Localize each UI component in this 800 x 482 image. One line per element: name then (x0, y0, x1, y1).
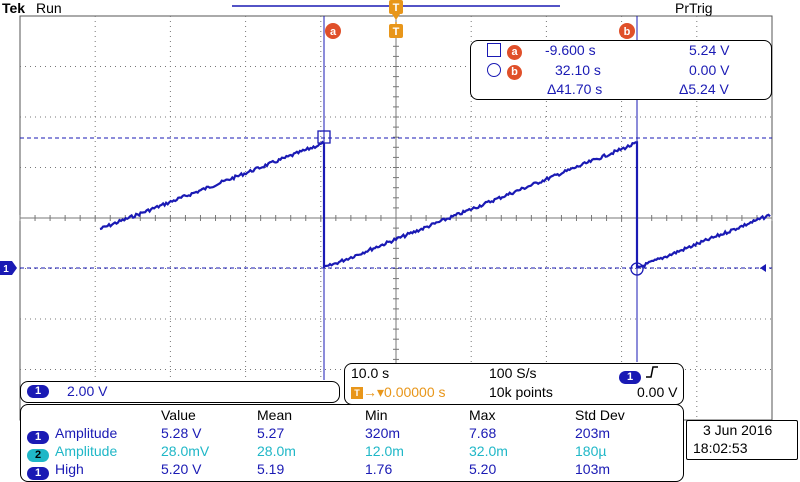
row2-mean: 28.0m (257, 443, 296, 459)
top-status-bar: Tek Run PrTrig (0, 0, 800, 16)
cursor-a-time: -9.600 s (545, 42, 596, 58)
ch1-volts-per-div: 2.00 V (67, 383, 108, 399)
row3-std: 103m (575, 461, 611, 477)
ch1-sawtooth-trace (99, 140, 771, 268)
cursor-a-square-icon (487, 43, 501, 60)
cursor-a-value: 5.24 V (689, 42, 730, 58)
acquisition-state: Run (36, 0, 62, 16)
trigger-pos-icon: T (351, 387, 363, 400)
ch1-scale-readout[interactable]: 1 2.00 V (20, 381, 340, 403)
time: 18:02:53 (693, 440, 748, 456)
trigger-source-badge: 1 (619, 367, 641, 384)
cursor-b-time: 32.10 s (555, 62, 601, 78)
trigger-position-readout: T →▾0.00000 s (351, 384, 446, 401)
trigger-marker-icon[interactable] (389, 24, 403, 38)
cursor-b-badge-icon: b (507, 62, 522, 80)
cursor-a-marker-label: a (330, 26, 337, 38)
row2-max: 32.0m (469, 443, 508, 459)
cursor-b-value: 0.00 V (689, 62, 730, 78)
trigger-level: 0.00 V (637, 384, 678, 400)
ch1-badge: 1 (27, 385, 49, 398)
timebase-trigger-panel[interactable]: 10.0 s 100 S/s 1 T →▾0.00000 s 10k points… (344, 363, 684, 405)
row3-min: 1.76 (365, 461, 393, 477)
row2-value: 28.0mV (161, 443, 210, 459)
row3-mean: 5.19 (257, 461, 285, 477)
ch1-ground-marker-icon[interactable] (0, 261, 17, 275)
rising-edge-icon (645, 364, 659, 383)
cursor-b-marker-icon[interactable] (619, 23, 635, 39)
date: 3 Jun 2016 (703, 422, 773, 438)
row1-name: Amplitude (55, 425, 118, 441)
row1-mean: 5.27 (257, 425, 285, 441)
header-min: Min (365, 407, 388, 423)
row3-name: High (55, 461, 84, 477)
horizontal-scale: 10.0 s (351, 365, 390, 381)
row1-max: 7.68 (469, 425, 497, 441)
header-std-dev: Std Dev (575, 407, 625, 423)
datetime-panel: 3 Jun 2016 18:02:53 (686, 420, 798, 460)
cursor-b-circle-icon (487, 63, 501, 80)
row1-ch-badge: 1 (27, 427, 49, 444)
graticule-grid (19, 15, 773, 421)
cursor-a-square-marker (317, 130, 331, 144)
row3-value: 5.20 V (161, 461, 202, 477)
cursor-a-badge-icon: a (507, 42, 522, 60)
cursor-delta-value: Δ5.24 V (679, 81, 729, 97)
cursor-delta-time: Δ41.70 s (547, 81, 603, 97)
row1-std: 203m (575, 425, 611, 441)
trigger-position-icon[interactable] (389, 0, 403, 20)
row2-ch-badge: 2 (27, 445, 49, 462)
cursor-a-marker-icon[interactable] (325, 23, 341, 39)
row2-std: 180µ (575, 443, 607, 459)
cursor-b-marker-label: b (624, 26, 631, 38)
header-max: Max (469, 407, 496, 423)
row3-max: 5.20 (469, 461, 497, 477)
record-length: 10k points (489, 384, 553, 400)
row3-ch-badge: 1 (27, 463, 49, 480)
cursor-readout-panel: a -9.600 s 5.24 V b 32.10 s 0.00 V Δ41.7… (470, 40, 772, 100)
header-value: Value (161, 407, 196, 423)
trigger-marker-label: T (393, 26, 400, 38)
brand-logo: Tek (2, 0, 26, 16)
row2-min: 12.0m (365, 443, 404, 459)
row1-value: 5.28 V (161, 425, 202, 441)
row2-name: Amplitude (55, 443, 118, 459)
row1-min: 320m (365, 425, 401, 441)
ch1-ground-marker-label: 1 (3, 264, 9, 275)
trigger-level-arrow-icon[interactable] (760, 264, 766, 272)
header-mean: Mean (257, 407, 293, 423)
trigger-state: PrTrig (675, 0, 713, 16)
cursor-b-circle-marker (630, 262, 644, 276)
trigger-top-label: T (393, 2, 400, 14)
sample-rate: 100 S/s (489, 365, 537, 381)
measurement-table: Value Mean Min Max Std Dev 1 Amplitude 5… (20, 404, 684, 482)
